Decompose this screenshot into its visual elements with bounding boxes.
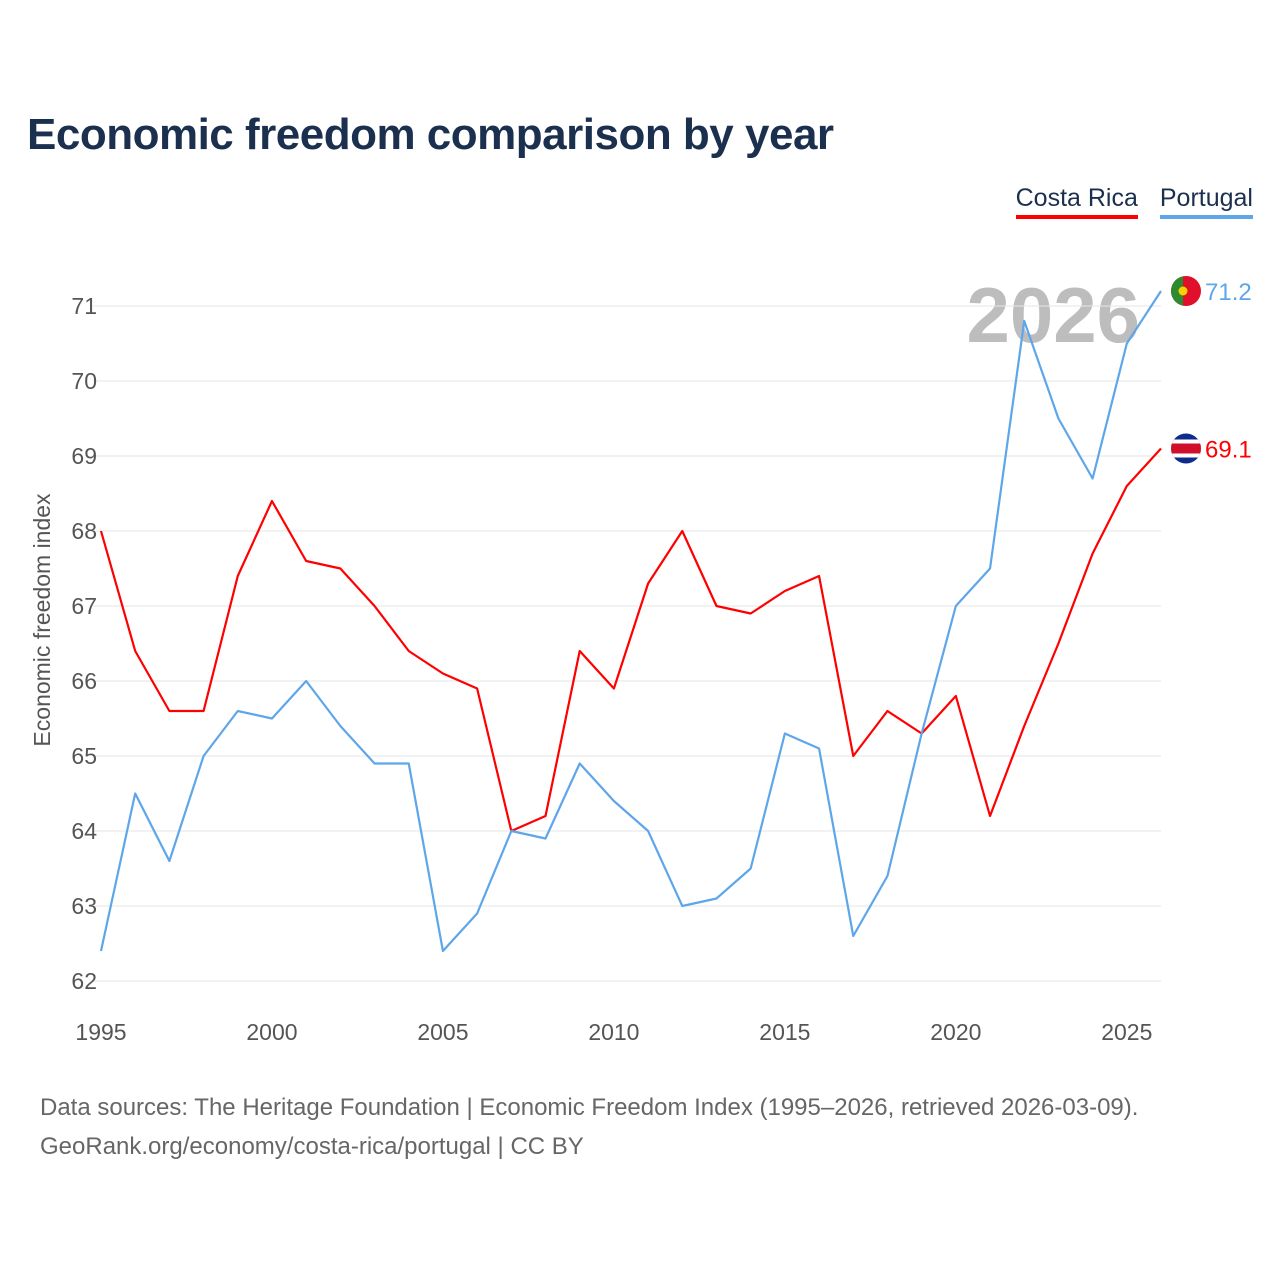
series-line-portugal [99, 290, 1162, 953]
x-tick-label: 2005 [417, 1019, 468, 1045]
y-tick-label: 65 [71, 743, 97, 769]
x-tick-label: 2015 [759, 1019, 810, 1045]
x-tick-label: 2020 [930, 1019, 981, 1045]
end-value-label: 71.2 [1205, 279, 1252, 306]
legend-portugal[interactable]: Portugal [1159, 184, 1253, 219]
legend: Costa Rica Portugal [1015, 184, 1253, 219]
y-tick-label: 67 [71, 593, 97, 619]
portugal-flag-icon [1171, 276, 1201, 306]
y-tick-label: 62 [71, 968, 97, 994]
flag-stripe [1171, 443, 1201, 454]
costa-rica-flag-icon [1171, 433, 1201, 464]
x-tick-label: 2010 [588, 1019, 639, 1045]
x-tick-label: 2000 [246, 1019, 297, 1045]
source-note: Data sources: The Heritage Foundation | … [40, 1088, 1138, 1166]
y-tick-label: 71 [71, 293, 97, 319]
x-tick-label: 2025 [1101, 1019, 1152, 1045]
y-tick-label: 64 [71, 818, 97, 844]
year-watermark: 2026 [966, 271, 1140, 359]
source-line-2[interactable]: GeoRank.org/economy/costa-rica/portugal … [40, 1133, 584, 1160]
y-tick-label: 70 [71, 368, 97, 394]
x-tick-label: 1995 [75, 1019, 126, 1045]
y-tick-label: 63 [71, 893, 97, 919]
flag-green [1171, 276, 1183, 306]
end-value-label: 69.1 [1205, 437, 1252, 464]
y-axis-label: Economic freedom index [29, 493, 55, 747]
y-tick-label: 69 [71, 443, 97, 469]
series-line-costa-rica [99, 447, 1162, 833]
y-tick-label: 66 [71, 668, 97, 694]
legend-costa-rica[interactable]: Costa Rica [1015, 184, 1138, 219]
chart-title: Economic freedom comparison by year [27, 110, 834, 159]
source-line-1: Data sources: The Heritage Foundation | … [40, 1094, 1139, 1121]
flag-emblem [1178, 286, 1188, 296]
y-tick-label: 68 [71, 518, 97, 544]
